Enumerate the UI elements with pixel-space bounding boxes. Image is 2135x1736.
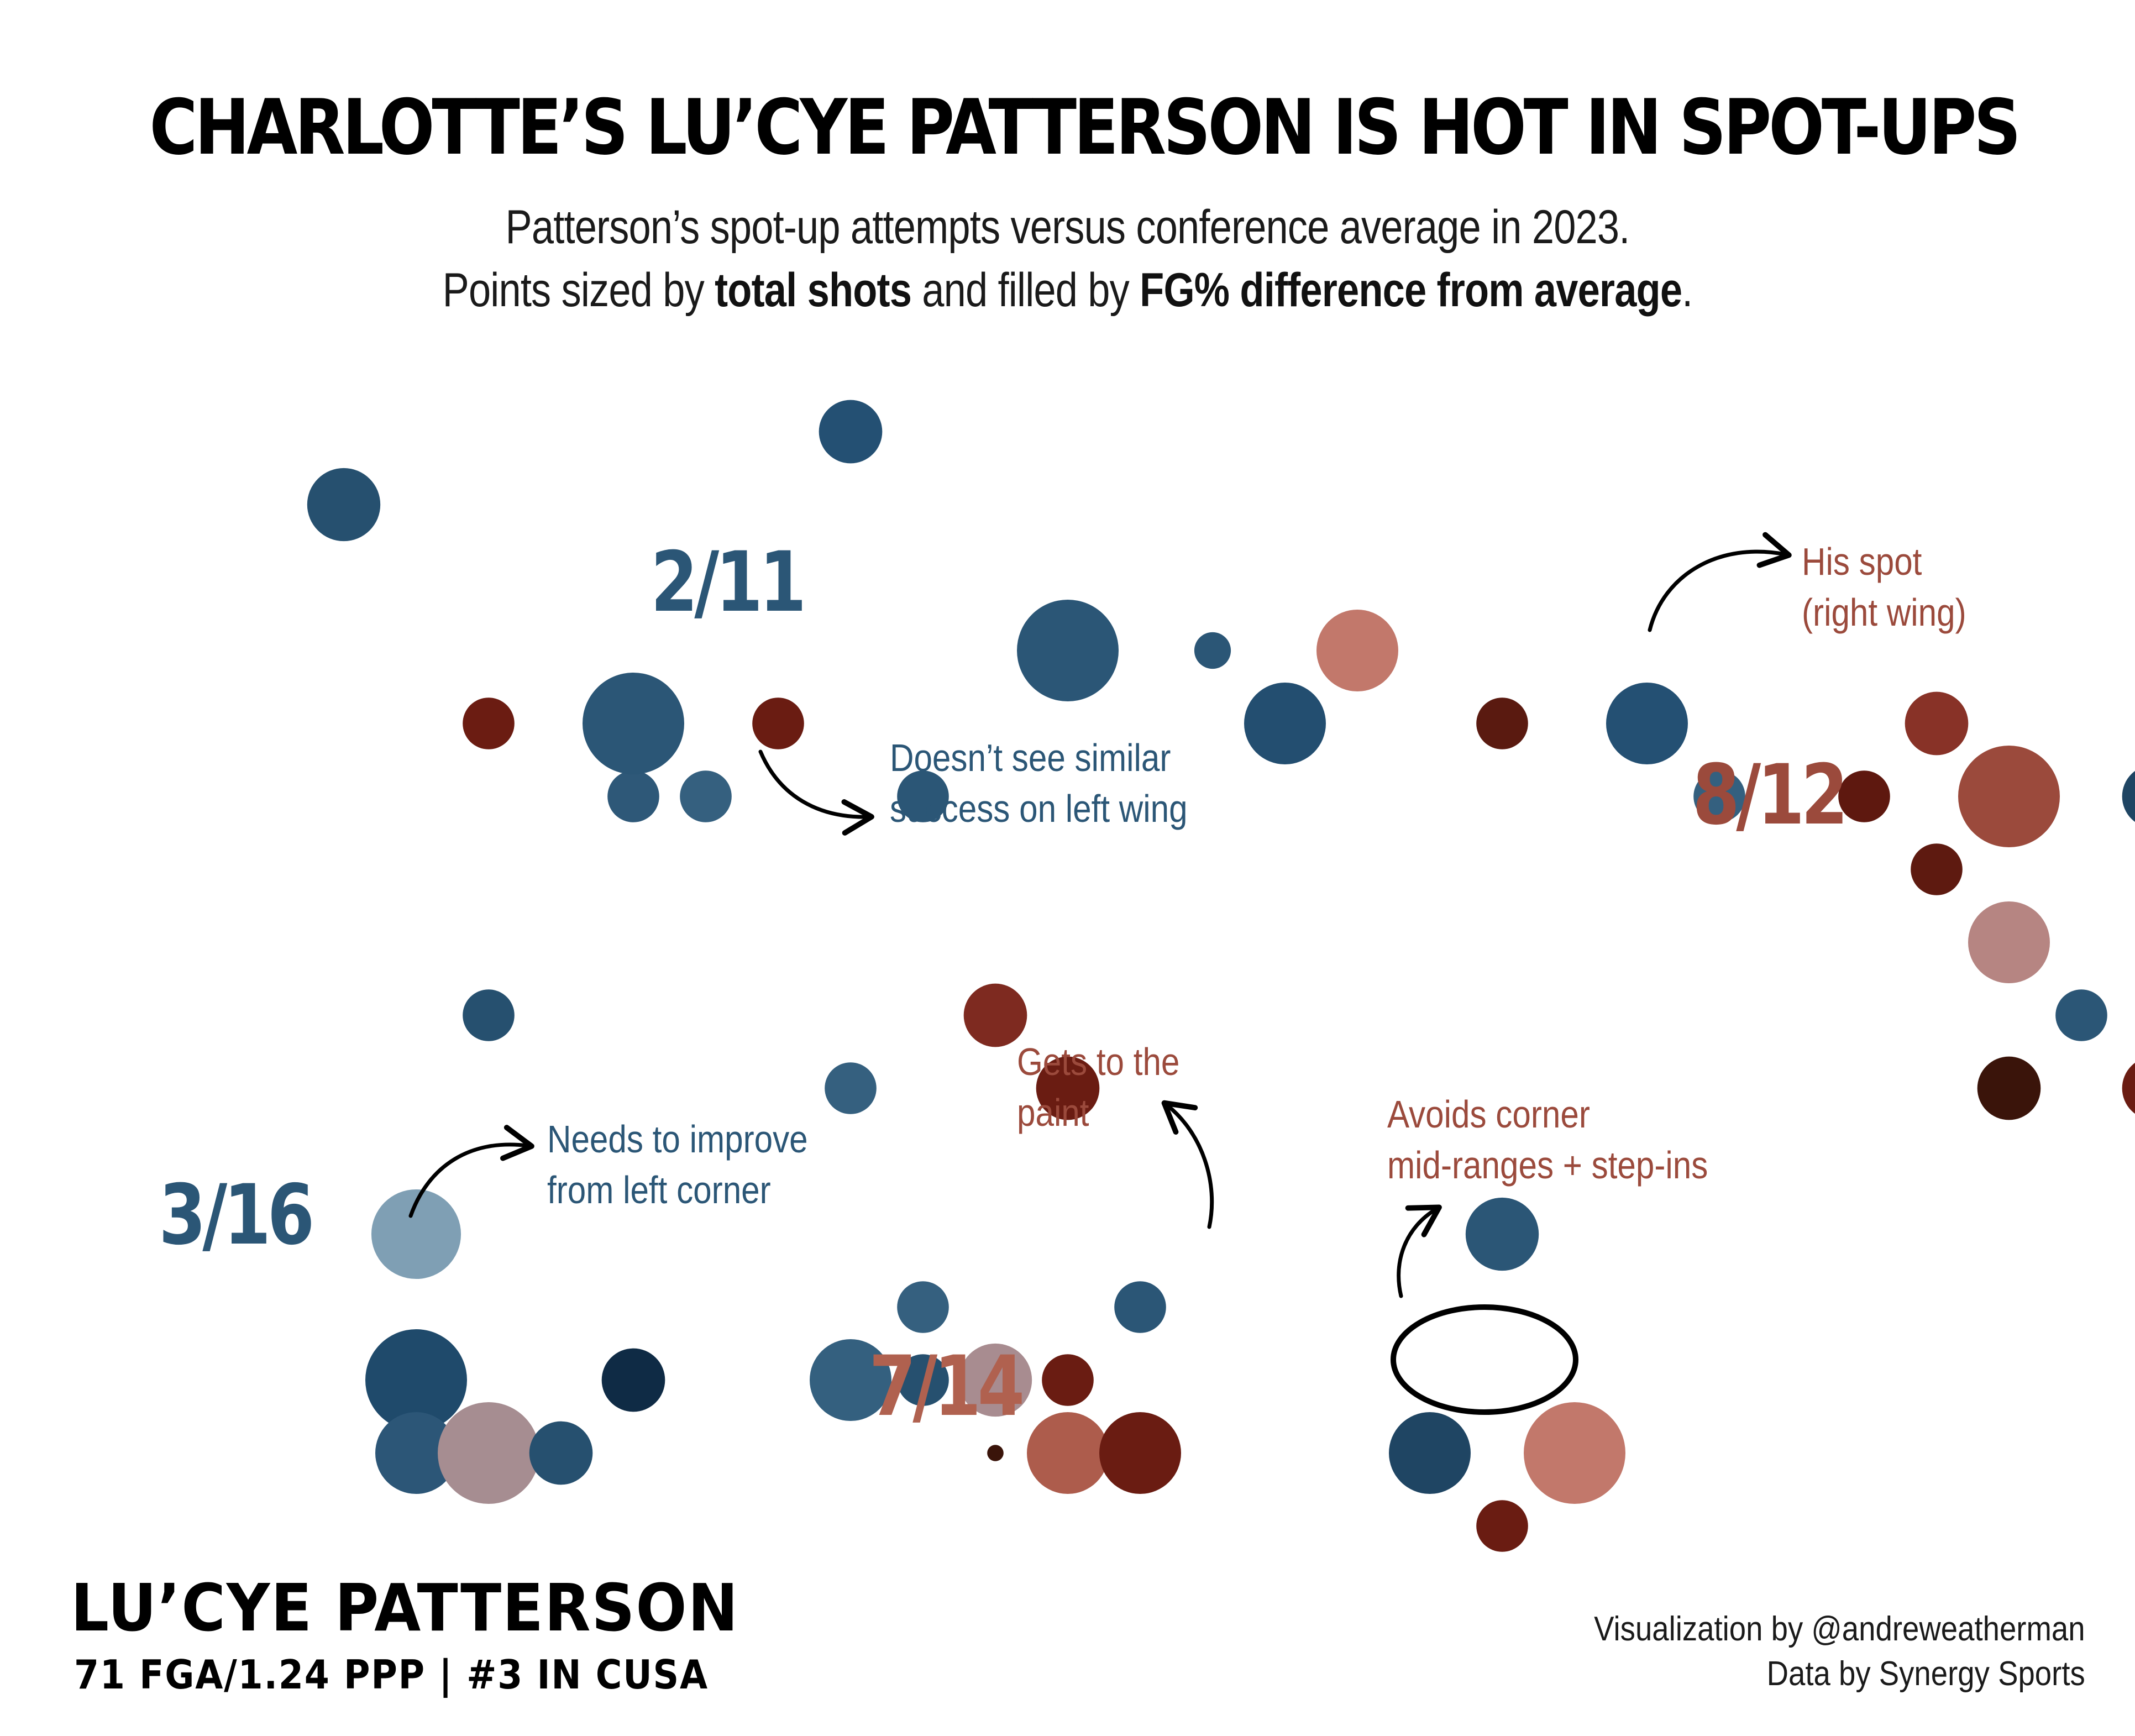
- shot-point: [1476, 1500, 1528, 1552]
- zone-labels: 2/11 8/12 3/16 7/14: [159, 534, 1848, 1435]
- zone-label-paint: 7/14: [869, 1339, 1022, 1435]
- annotation-line: Gets to the: [1017, 1040, 1179, 1083]
- annotation-line: paint: [1017, 1091, 1089, 1134]
- arrow-corner-midrange: [1397, 1204, 1442, 1298]
- chart-subtitle-line-2: Points sized by total shots and filled b…: [171, 263, 1964, 318]
- annotation-left-wing-note: Doesn’t see similar success on left wing: [890, 736, 1188, 830]
- zone-label-right-wing: 8/12: [1692, 747, 1844, 843]
- shot-point: [463, 697, 515, 749]
- shot-point: [1693, 770, 1745, 822]
- shot-point: [987, 1445, 1004, 1461]
- shot-point: [897, 1281, 949, 1333]
- credit-data: Data by Synergy Sports: [1766, 1655, 2085, 1693]
- shot-point: [680, 770, 732, 822]
- annotation-line: success on left wing: [890, 787, 1188, 830]
- shot-point: [1524, 1402, 1625, 1504]
- subtitle-text-post: .: [1682, 264, 1693, 317]
- shot-point: [365, 1329, 467, 1431]
- subtitle-fill-encoding: FG% difference from average: [1140, 264, 1682, 317]
- shot-points: [307, 400, 2135, 1552]
- chart-subtitle-line-1: Patterson’s spot-up attempts versus conf…: [505, 201, 1630, 254]
- shot-point: [2055, 989, 2107, 1041]
- zone-label-left-corner: 3/16: [159, 1167, 311, 1263]
- shot-point: [529, 1421, 593, 1485]
- shot-point: [463, 989, 515, 1041]
- annotation-arrows: [408, 532, 1792, 1415]
- shot-point: [2122, 1062, 2135, 1114]
- player-name: LU’CYE PATTERSON: [71, 1570, 739, 1646]
- shot-point: [1244, 683, 1326, 764]
- annotation-right-wing-note: His spot (right wing): [1802, 540, 1966, 634]
- annotation-line: from left corner: [547, 1168, 771, 1211]
- shot-point: [601, 1348, 665, 1412]
- shot-point: [1017, 600, 1119, 701]
- shot-point: [371, 1189, 461, 1279]
- shot-point: [1465, 1197, 1539, 1271]
- arrow-right-wing: [1648, 532, 1792, 632]
- shot-point: [752, 697, 804, 749]
- shot-point: [1114, 1281, 1166, 1333]
- shot-point: [607, 770, 659, 822]
- shot-point: [1977, 1056, 2041, 1120]
- shot-point: [2122, 770, 2135, 822]
- credit-visualization: Visualization by @andreweatherman: [1594, 1610, 2085, 1648]
- subtitle-text-pre: Points sized by: [442, 264, 715, 317]
- shot-point: [1838, 770, 1890, 822]
- empty-zone-ellipse: [1391, 1304, 1578, 1415]
- annotations: His spot (right wing) Doesn’t see similar s…: [547, 540, 1966, 1211]
- shot-point: [1027, 1412, 1109, 1494]
- shot-point: [1316, 610, 1398, 691]
- shot-point: [375, 1412, 457, 1494]
- annotation-line: (right wing): [1802, 591, 1966, 634]
- chart-title: CHARLOTTE’S LU’CYE PATTERSON IS HOT IN S…: [149, 83, 2021, 172]
- shot-point: [1042, 1354, 1094, 1406]
- annotation-corner-midrange-note: Avoids corner mid-ranges + step-ins: [1387, 1093, 1708, 1187]
- annotation-line: His spot: [1802, 540, 1922, 583]
- annotation-left-corner-note: Needs to improve from left corner: [547, 1118, 808, 1211]
- subtitle-text-mid: and filled by: [911, 264, 1140, 317]
- annotation-paint-note: Gets to the paint: [1017, 1040, 1179, 1134]
- player-stats: 71 FGA/1.24 PPP | #3 IN CUSA: [74, 1651, 709, 1698]
- shot-point: [963, 983, 1027, 1047]
- shot-point: [958, 1343, 1032, 1417]
- arrow-left-wing: [758, 749, 874, 836]
- arrow-left-corner: [408, 1125, 534, 1218]
- shot-point: [1389, 1412, 1471, 1494]
- shot-point: [1905, 691, 1969, 756]
- shot-point: [1476, 697, 1528, 749]
- shot-point: [1606, 683, 1688, 764]
- zone-label-left-wing: 2/11: [651, 534, 802, 631]
- arrow-paint: [1161, 1100, 1214, 1229]
- shot-point: [897, 770, 949, 822]
- shot-point: [810, 1339, 891, 1421]
- shot-point: [897, 1354, 949, 1406]
- annotation-line: Needs to improve: [547, 1118, 808, 1161]
- shot-point: [583, 673, 684, 774]
- shot-point: [1958, 746, 2060, 847]
- shot-point: [1968, 901, 2050, 983]
- shot-point: [307, 468, 381, 542]
- annotation-line: Doesn’t see similar: [890, 736, 1171, 779]
- shot-point: [1194, 632, 1231, 669]
- shot-point: [825, 1062, 877, 1114]
- shot-point: [819, 400, 883, 464]
- shot-point: [1099, 1412, 1181, 1494]
- annotation-line: Avoids corner: [1387, 1093, 1590, 1136]
- shot-point: [1911, 843, 1963, 895]
- subtitle-size-encoding: total shots: [715, 264, 912, 317]
- annotation-line: mid-ranges + step-ins: [1387, 1144, 1708, 1187]
- shot-point: [1036, 1056, 1100, 1120]
- shot-point: [438, 1402, 539, 1504]
